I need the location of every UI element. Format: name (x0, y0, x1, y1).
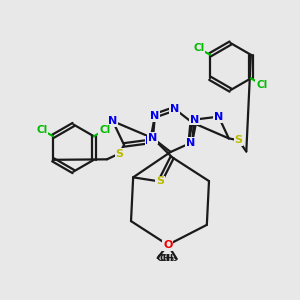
Text: N: N (148, 133, 158, 143)
Text: CH₃: CH₃ (160, 254, 178, 262)
Text: S: S (234, 135, 242, 145)
Text: N: N (186, 138, 195, 148)
Text: O: O (163, 240, 172, 250)
Text: N: N (190, 115, 200, 124)
Text: S: S (116, 148, 123, 158)
Text: Cl: Cl (99, 125, 110, 135)
Text: S: S (156, 176, 164, 187)
Text: N: N (170, 104, 179, 114)
Text: N: N (108, 116, 117, 126)
Text: CH₃: CH₃ (157, 254, 175, 263)
Text: Cl: Cl (36, 125, 48, 135)
Text: N: N (146, 136, 155, 146)
Text: N: N (214, 112, 223, 122)
Text: Cl: Cl (256, 80, 268, 90)
Text: Cl: Cl (194, 44, 205, 53)
Text: N: N (150, 111, 160, 121)
